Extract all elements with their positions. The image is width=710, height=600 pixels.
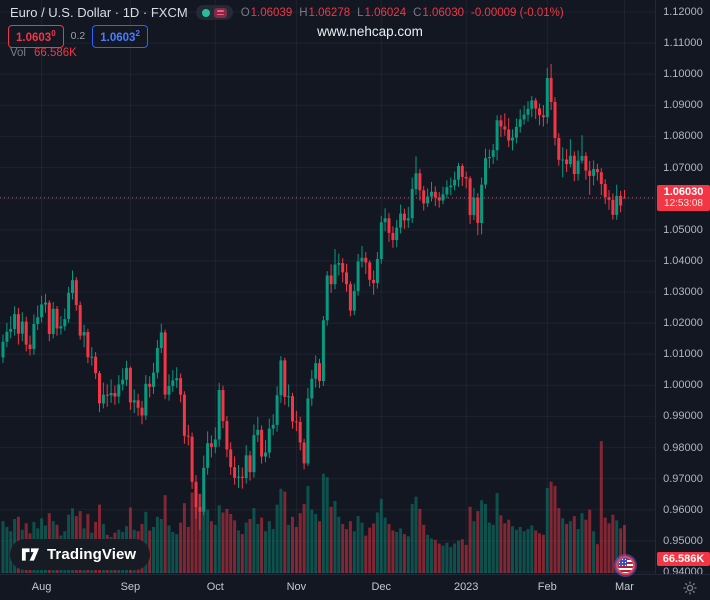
bid-ask-row: 1.06030 0.2 1.06032 xyxy=(8,25,148,48)
price-axis-label: 0.96000 xyxy=(663,503,703,516)
close-value: 1.06030 xyxy=(422,6,464,19)
flag-canton xyxy=(618,558,628,567)
visibility-dot-icon[interactable] xyxy=(201,8,210,17)
ohlc-readout: O1.06039 H1.06278 L1.06024 C1.06030 -0.0… xyxy=(241,7,564,19)
price-axis-label: 1.10000 xyxy=(663,68,703,81)
price-axis-label: 1.04000 xyxy=(663,254,703,267)
price-axis[interactable]: 1.06030 12:53:08 66.586K 1.12000 1.11000 1… xyxy=(655,0,710,578)
price-axis-label: 1.02000 xyxy=(663,317,703,330)
tradingview-logo-icon xyxy=(21,548,40,561)
time-axis-label: Nov xyxy=(286,581,307,593)
price-axis-label: 0.98000 xyxy=(663,441,703,454)
price-axis-label: 1.08000 xyxy=(663,130,703,143)
last-price-value: 1.06030 xyxy=(663,185,704,198)
spread-value: 0.2 xyxy=(70,30,86,43)
broker-flag-icon[interactable] xyxy=(616,556,635,575)
time-axis-label: Oct xyxy=(206,581,224,593)
time-axis-label: Dec xyxy=(371,581,392,593)
price-axis-label: 1.00000 xyxy=(663,379,703,392)
price-axis-label: 1.09000 xyxy=(663,99,703,112)
tradingview-logo-text: TradingView xyxy=(47,546,137,563)
volume-value: 66.586K xyxy=(34,47,77,59)
time-axis-label: Feb xyxy=(537,581,557,593)
price-axis-label: 1.03000 xyxy=(663,286,703,298)
price-axis-label: 0.97000 xyxy=(663,472,703,485)
high-label: H xyxy=(299,6,308,19)
open-label: O xyxy=(240,6,250,19)
price-axis-label: 1.05000 xyxy=(663,223,703,236)
low-label: L xyxy=(357,6,364,19)
close-label: C xyxy=(413,6,422,19)
sell-bid-button[interactable]: 1.06030 xyxy=(8,25,64,48)
symbol-legend: Euro / U.S. Dollar · 1D · FXCM O1.06039 … xyxy=(10,5,564,20)
time-axis-label: Mar xyxy=(614,581,634,593)
price-axis-label: 1.12000 xyxy=(663,6,703,18)
symbol-title[interactable]: Euro / U.S. Dollar · 1D · FXCM xyxy=(10,5,188,20)
change-value: -0.00009 (-0.01%) xyxy=(471,6,564,19)
price-axis-label: 1.07000 xyxy=(663,161,703,174)
time-axis-label: 2023 xyxy=(453,581,479,593)
time-axis[interactable]: Aug Sep Oct Nov Dec 2023 Feb Mar xyxy=(0,574,710,600)
chart-plot-area: Euro / U.S. Dollar · 1D · FXCM O1.06039 … xyxy=(0,0,655,575)
legend-controls-pill[interactable] xyxy=(195,5,233,20)
last-price-badge[interactable]: 1.06030 12:53:08 xyxy=(657,184,710,211)
chart-canvas[interactable] xyxy=(0,0,655,574)
price-axis-label: 0.95000 xyxy=(663,534,703,547)
volume-label[interactable]: Vol xyxy=(10,47,26,59)
volume-axis-badge: 66.586K xyxy=(657,552,710,566)
time-axis-label: Sep xyxy=(120,581,141,593)
price-axis-label: 1.11000 xyxy=(663,37,703,50)
high-value: 1.06278 xyxy=(308,6,351,19)
volume-legend: Vol 66.586K xyxy=(10,47,77,59)
countdown-timer: 12:53:08 xyxy=(664,197,703,209)
legend-menu-icon[interactable] xyxy=(213,7,227,18)
price-axis-label: 1.01000 xyxy=(663,348,703,361)
buy-ask-button[interactable]: 1.06032 xyxy=(92,25,148,48)
open-value: 1.06039 xyxy=(250,6,293,19)
watermark-text: www.nehcap.com xyxy=(317,24,423,39)
price-axis-label: 0.99000 xyxy=(663,410,703,423)
time-axis-label: Aug xyxy=(31,581,52,593)
low-value: 1.06024 xyxy=(364,6,407,19)
tradingview-logo[interactable]: TradingView xyxy=(10,539,151,570)
axis-settings-gear-icon[interactable] xyxy=(683,581,697,595)
